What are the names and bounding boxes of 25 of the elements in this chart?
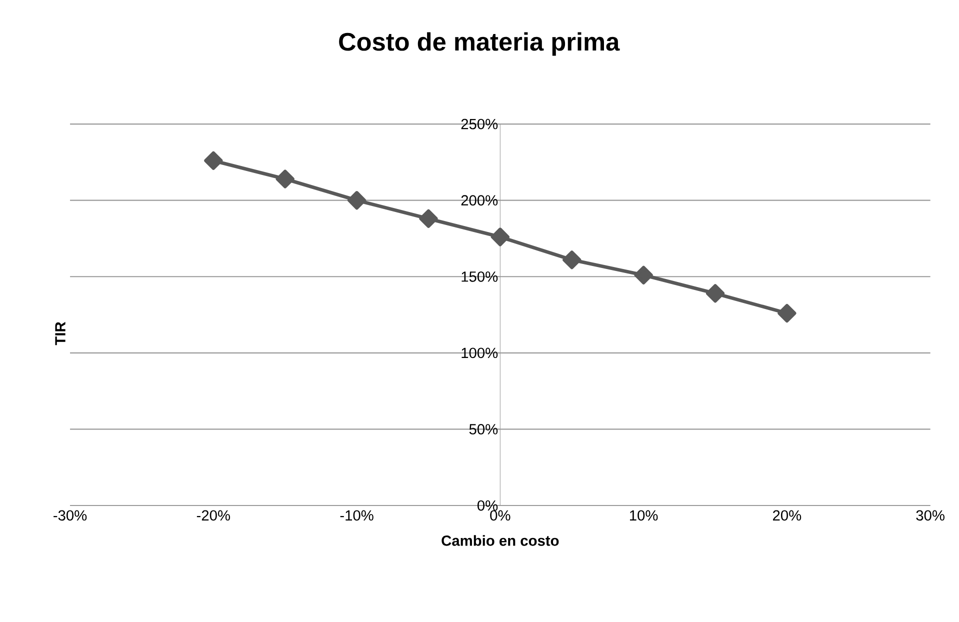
point xyxy=(419,210,438,228)
y-tick-label: 200% xyxy=(461,195,498,206)
y-tick-label: 0% xyxy=(477,500,498,511)
point xyxy=(490,228,510,246)
y-tick-label: 50% xyxy=(469,424,498,435)
point xyxy=(204,152,223,170)
x-tick-label: 10% xyxy=(630,510,658,521)
y-axis-title: TIR xyxy=(55,322,66,346)
y-tick-label: 150% xyxy=(462,272,498,282)
point xyxy=(778,304,796,323)
y-tick-label: 100% xyxy=(462,348,498,358)
point xyxy=(562,250,582,270)
x-tick-label: 20% xyxy=(772,510,802,521)
x-tick-label: 30% xyxy=(916,510,944,521)
x-tick-label: -30% xyxy=(54,510,87,521)
x-axis-title: Cambio en costo xyxy=(442,535,559,546)
point xyxy=(634,266,653,285)
point xyxy=(348,191,366,210)
x-tick-label: -10% xyxy=(340,510,374,521)
point xyxy=(706,284,725,303)
point xyxy=(276,170,294,188)
y-tick-label: 250% xyxy=(461,119,498,130)
x-tick-label: 0% xyxy=(490,510,510,521)
x-tick-label: -20% xyxy=(196,510,230,521)
chart-title: Costo de materia prima xyxy=(339,32,620,56)
